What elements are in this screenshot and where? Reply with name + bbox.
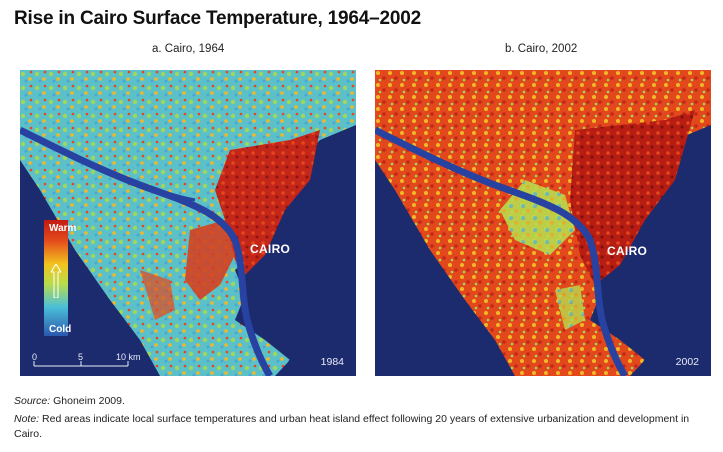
note-line: Note: Red areas indicate local surface t… — [14, 412, 714, 442]
scale-tick-5: 5 — [78, 352, 84, 362]
figure-title: Rise in Cairo Surface Temperature, 1964–… — [14, 8, 421, 29]
year-stamp-2002: 2002 — [675, 356, 699, 368]
scale-bar — [33, 361, 129, 367]
legend-warm-label: Warm — [49, 223, 77, 234]
note-label: Note: — [14, 413, 40, 425]
city-label-cairo-2002: CAIRO — [607, 244, 648, 258]
legend-cold-label: Cold — [49, 324, 72, 335]
map-panel-2002: CAIRO 2002 — [375, 70, 711, 376]
source-label: Source: — [14, 395, 51, 407]
note-text: Red areas indicate local surface tempera… — [14, 413, 690, 440]
map-panel-1964: Warm Cold 0 5 10 km CAIRO 1984 — [20, 70, 356, 376]
up-arrow-icon — [51, 264, 61, 298]
city-label-cairo-1964: CAIRO — [250, 242, 291, 256]
scale-tick-0: 0 — [32, 352, 38, 362]
source-text: Ghoneim 2009. — [50, 395, 125, 407]
scale-tick-10: 10 km — [116, 352, 141, 362]
temperature-legend-bar — [44, 220, 68, 336]
panel-a-caption: a. Cairo, 1964 — [152, 43, 225, 55]
thermal-map-2002 — [375, 70, 711, 376]
thermal-map-1964 — [20, 70, 356, 376]
source-line: Source: Ghoneim 2009. — [14, 395, 125, 407]
year-stamp-1964: 1984 — [320, 356, 344, 368]
panel-b-caption: b. Cairo, 2002 — [505, 43, 578, 55]
